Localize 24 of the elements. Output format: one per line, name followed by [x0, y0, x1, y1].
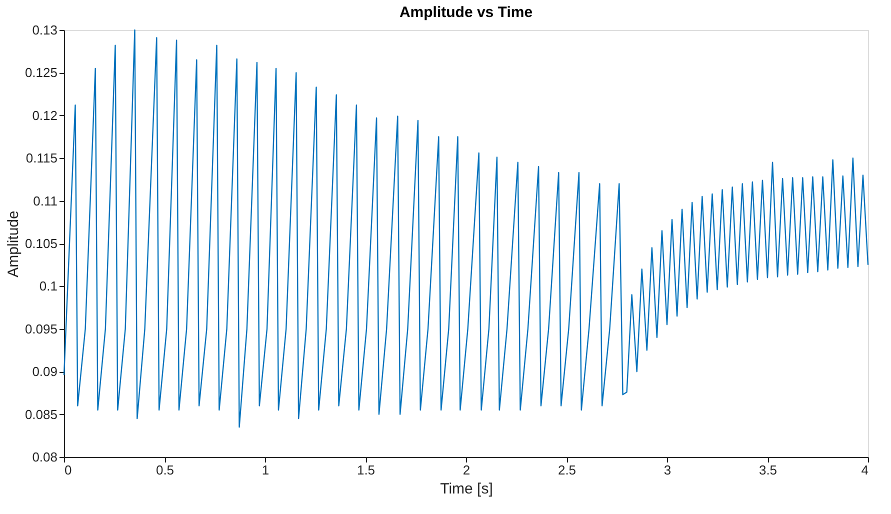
- x-tick-label: 1: [262, 462, 270, 478]
- x-tick-label: 0.5: [156, 462, 174, 478]
- y-tick-label: 0.105: [24, 236, 58, 251]
- x-tick-label: 3: [664, 462, 672, 478]
- x-tick-label: 0: [64, 462, 72, 478]
- y-tick-label: 0.085: [24, 406, 58, 422]
- y-tick-label: 0.115: [26, 150, 58, 166]
- y-tick-label: 0.13: [32, 22, 58, 38]
- x-tick-label: 2: [462, 462, 470, 478]
- chart-title: Amplitude vs Time: [399, 4, 533, 21]
- x-tick-label: 1.5: [356, 462, 376, 478]
- y-tick-label: 0.1: [39, 278, 58, 294]
- y-axis-title: Amplitude: [4, 210, 22, 278]
- x-tick-label: 3.5: [758, 462, 778, 478]
- y-tick-label: 0.08: [32, 450, 58, 464]
- y-tick-label: 0.125: [24, 65, 58, 80]
- y-tick-label: 0.095: [24, 321, 58, 336]
- y-tick-label: 0.12: [32, 108, 58, 123]
- y-tick-label: 0.11: [33, 193, 58, 208]
- x-tick-label: 2.5: [558, 462, 576, 478]
- y-tick-label: 0.09: [32, 364, 58, 380]
- x-tick-label: 4: [861, 462, 868, 478]
- x-axis-title: Time [s]: [440, 480, 493, 498]
- line-series: [63, 29, 869, 428]
